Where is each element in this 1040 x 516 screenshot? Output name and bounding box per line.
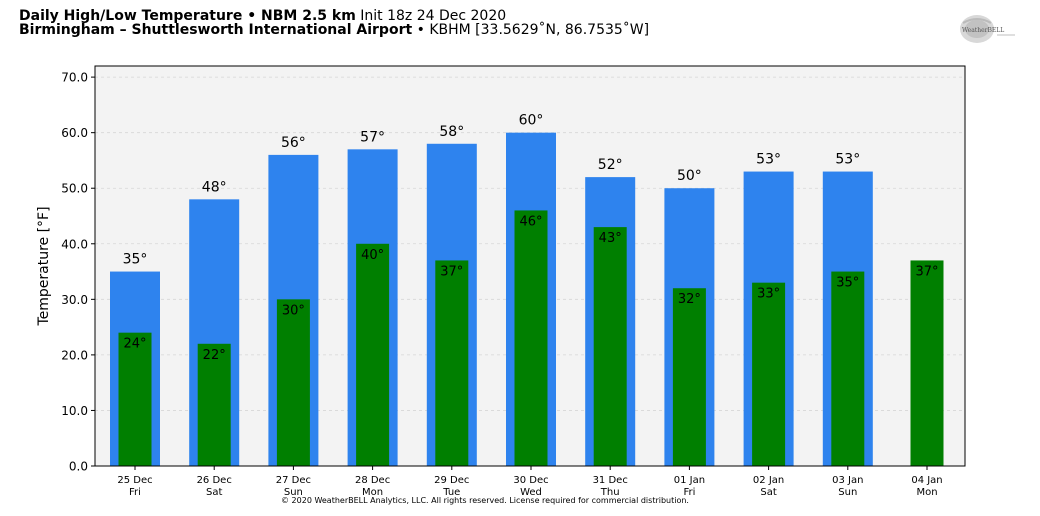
low-value-label: 35° (836, 276, 859, 291)
plot-frame (94, 65, 966, 467)
y-tick-label: 50.0 (61, 182, 88, 196)
low-value-label: 33° (757, 287, 780, 302)
low-bar (672, 288, 706, 466)
x-tick-label-date: 25 Dec (117, 475, 152, 486)
low-value-label: 24° (123, 337, 146, 352)
low-bar (831, 271, 865, 466)
x-tick-label-date: 30 Dec (513, 475, 548, 486)
high-value-label: 50° (677, 168, 702, 184)
x-tick-label-date: 01 Jan (674, 475, 705, 486)
x-tick-label-date: 28 Dec (355, 475, 390, 486)
y-axis-label: Temperature [°F] (36, 206, 52, 326)
high-value-label: 53° (756, 152, 781, 168)
low-bar (276, 299, 310, 466)
low-bar (910, 260, 944, 466)
low-value-label: 46° (519, 214, 542, 229)
low-value-label: 40° (361, 248, 384, 263)
y-tick-label: 30.0 (61, 293, 88, 307)
high-value-label: 58° (439, 124, 464, 140)
y-tick-label: 0.0 (69, 460, 88, 474)
data-labels: 35° 24° 48° 22° 56° 30° 57° 40° 58° 37° 60° 46° 52° 4… (123, 113, 939, 363)
low-bar (514, 210, 548, 466)
location-name: Birmingham – Shuttlesworth International… (19, 22, 413, 38)
low-value-label: 37° (440, 264, 463, 279)
x-tick-label-date: 27 Dec (276, 475, 311, 486)
x-tick-label-date: 02 Jan (753, 475, 784, 486)
x-tick-label-date: 31 Dec (593, 475, 628, 486)
low-bars (118, 210, 944, 466)
x-tick-label-day: Mon (362, 487, 383, 498)
x-tick-label-day: Wed (520, 487, 542, 498)
x-tick-label-day: Fri (129, 487, 141, 498)
init-time: Init 18z 24 Dec 2020 (360, 8, 507, 24)
y-tick-label: 40.0 (61, 237, 88, 251)
x-tick-label-date: 03 Jan (832, 475, 863, 486)
chart-title: Daily High/Low Temperature • NBM 2.5 km (19, 8, 356, 24)
y-tick-label: 20.0 (61, 348, 88, 362)
high-value-label: 35° (123, 252, 148, 268)
high-value-label: 48° (202, 179, 227, 195)
high-value-label: 52° (598, 157, 623, 173)
x-tick-label-date: 26 Dec (197, 475, 232, 486)
high-value-label: 60° (519, 113, 544, 129)
y-axis: 0.0 10.0 20.0 30.0 40.0 50.0 60.0 70.0 (61, 71, 95, 474)
x-tick-label-day: Sat (760, 487, 776, 498)
x-tick-label-day: Tue (442, 487, 460, 498)
logo-text: WeatherBELL (962, 27, 1004, 34)
chart-title-line: Daily High/Low Temperature • NBM 2.5 km … (19, 9, 506, 24)
x-tick-label-day: Sat (206, 487, 222, 498)
x-tick-label-day: Thu (600, 487, 620, 498)
x-tick-label-day: Fri (683, 487, 695, 498)
x-tick-label-day: Mon (916, 487, 937, 498)
high-bars (110, 132, 873, 467)
x-tick-label-day: Sun (838, 487, 857, 498)
low-value-label: 43° (599, 231, 622, 246)
x-tick-label-date: 29 Dec (434, 475, 469, 486)
low-bar (752, 282, 786, 466)
copyright-notice: © 2020 WeatherBELL Analytics, LLC. All r… (281, 496, 689, 505)
low-bar (593, 227, 627, 466)
low-bar (356, 243, 390, 466)
x-tick-label-day: Sun (284, 487, 303, 498)
high-value-label: 53° (835, 152, 860, 168)
y-tick-label: 10.0 (61, 404, 88, 418)
low-bar (435, 260, 469, 466)
x-tick-label-date: 04 Jan (911, 475, 942, 486)
station-info: • KBHM [33.5629˚N, 86.7535˚W] (416, 22, 650, 38)
y-tick-label: 60.0 (61, 126, 88, 140)
location-line: Birmingham – Shuttlesworth International… (19, 23, 649, 38)
low-value-label: 32° (678, 292, 701, 307)
weatherbell-logo: WeatherBELL (960, 15, 1015, 43)
y-tick-label: 70.0 (61, 71, 88, 85)
high-value-label: 56° (281, 135, 306, 151)
high-value-label: 57° (360, 129, 385, 145)
low-value-label: 30° (282, 303, 305, 318)
low-bar (118, 332, 152, 466)
low-value-label: 37° (915, 264, 938, 279)
low-bar (197, 343, 231, 466)
low-value-label: 22° (203, 348, 226, 363)
